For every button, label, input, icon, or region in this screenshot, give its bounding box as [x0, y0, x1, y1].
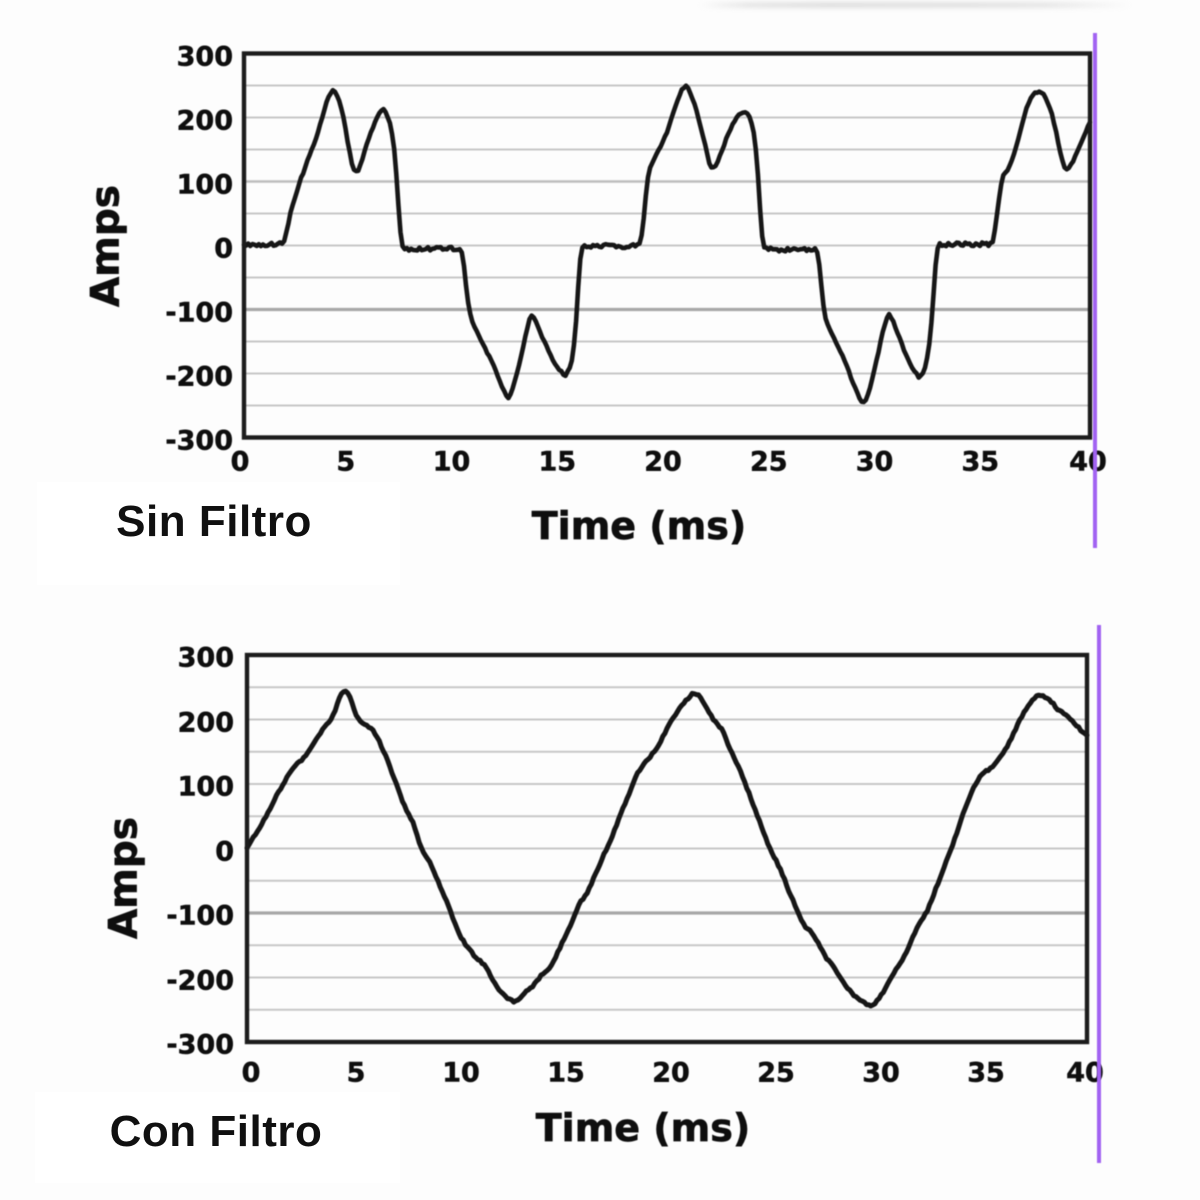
y-tick-label: -300 — [165, 425, 233, 457]
y-tick-label: 0 — [214, 233, 233, 265]
x-tick-label: 10 — [432, 446, 471, 478]
x-tick-label: 25 — [749, 446, 788, 478]
y-tick-label: -100 — [166, 900, 234, 932]
y-axis-title-sin-filtro: Amps — [83, 185, 129, 308]
x-tick-label: 15 — [538, 446, 577, 478]
caption-sin-filtro: Sin Filtro — [116, 497, 312, 546]
x-tick-label: 30 — [862, 1057, 900, 1089]
y-tick-label: 300 — [177, 642, 234, 674]
caption-box-sin-filtro — [37, 482, 400, 585]
x-tick-label: 35 — [961, 446, 1000, 478]
x-tick-label: 5 — [336, 446, 356, 478]
x-tick-label: 20 — [652, 1057, 690, 1089]
waveform-plot-sin-filtro — [241, 51, 1093, 440]
y-tick-label: 100 — [177, 771, 234, 803]
y-tick-label: 300 — [176, 41, 233, 73]
purple-crop-line-top — [1093, 33, 1097, 548]
x-tick-label: 0 — [230, 446, 250, 478]
x-tick-label: 20 — [644, 446, 682, 478]
caption-con-filtro: Con Filtro — [109, 1107, 323, 1156]
y-tick-label: -200 — [166, 965, 234, 997]
purple-crop-line-bottom — [1097, 625, 1101, 1163]
y-tick-label: 200 — [177, 707, 234, 739]
y-tick-label: -100 — [165, 297, 233, 329]
x-axis-title-sin-filtro: Time (ms) — [531, 504, 747, 549]
y-tick-label: -200 — [165, 361, 233, 393]
y-tick-label: 0 — [215, 836, 234, 868]
x-tick-label: 30 — [855, 446, 894, 478]
x-axis-title-con-filtro: Time (ms) — [535, 1106, 751, 1151]
y-tick-label: -300 — [166, 1029, 234, 1061]
y-axis-title-con-filtro: Amps — [101, 817, 147, 940]
y-tick-label: 200 — [176, 105, 233, 137]
x-tick-label: 5 — [346, 1057, 366, 1089]
waveform-plot-con-filtro — [244, 652, 1090, 1045]
cropped-bar-remnant — [698, 2, 1132, 8]
x-tick-label: 10 — [442, 1057, 480, 1089]
x-tick-label: 15 — [547, 1057, 585, 1089]
x-tick-label: 25 — [757, 1057, 795, 1089]
x-tick-label: 0 — [241, 1057, 261, 1089]
caption-box-con-filtro — [35, 1092, 400, 1183]
x-tick-label: 40 — [1069, 446, 1107, 478]
y-tick-label: 100 — [176, 169, 233, 201]
x-tick-label: 35 — [967, 1057, 1005, 1089]
